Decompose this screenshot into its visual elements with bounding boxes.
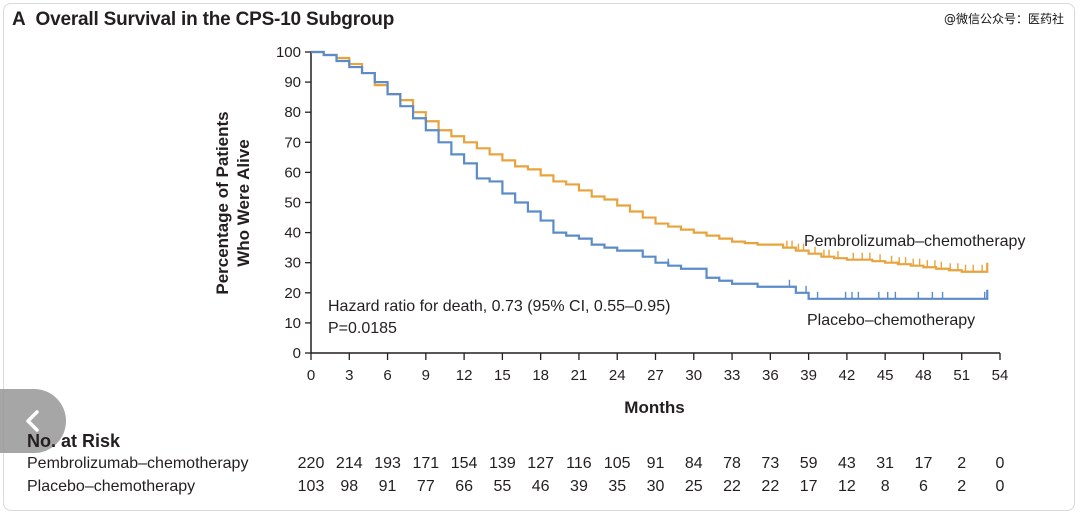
x-tick-label: 39 xyxy=(800,367,817,384)
x-tick-label: 54 xyxy=(992,367,1009,384)
risk-value: 8 xyxy=(880,478,890,495)
risk-value: 98 xyxy=(340,478,359,495)
risk-value: 77 xyxy=(416,478,435,495)
y-axis-title-line: Who Were Alive xyxy=(234,139,253,267)
risk-value: 22 xyxy=(723,478,741,495)
survival-curves xyxy=(311,50,989,300)
x-tick-label: 0 xyxy=(307,367,315,384)
risk-value: 154 xyxy=(450,455,478,472)
y-tick-label: 90 xyxy=(284,74,301,91)
risk-value: 39 xyxy=(570,478,588,495)
series-placebo xyxy=(311,50,989,300)
y-tick-label: 80 xyxy=(284,104,301,121)
panel-title-text: Overall Survival in the CPS-10 Subgroup xyxy=(35,9,395,30)
risk-value: 22 xyxy=(761,478,780,495)
risk-row-label: Pembrolizumab–chemotherapy xyxy=(27,455,249,472)
y-tick-label: 0 xyxy=(293,345,301,362)
risk-value: 139 xyxy=(489,455,516,472)
risk-value: 46 xyxy=(531,478,550,495)
x-tick-label: 15 xyxy=(494,367,511,384)
watermark: @微信公众号：医药社 xyxy=(943,12,1064,26)
series-label-placebo: Placebo–chemotherapy xyxy=(807,312,975,329)
back-button[interactable] xyxy=(0,389,66,453)
y-tick-label: 30 xyxy=(284,255,301,272)
x-axis-title: Months xyxy=(624,398,684,417)
risk-value: 220 xyxy=(297,455,325,472)
y-tick-label: 10 xyxy=(284,315,301,332)
y-axis-title: Percentage of Patients Who Were Alive xyxy=(213,111,253,294)
x-tick-label: 24 xyxy=(609,367,626,384)
x-tick-label: 27 xyxy=(647,367,664,384)
risk-value: 59 xyxy=(799,455,818,472)
risk-value: 2 xyxy=(957,455,967,472)
risk-value: 214 xyxy=(335,455,363,472)
y-axis-title-line: Percentage of Patients xyxy=(213,111,232,294)
risk-value: 73 xyxy=(761,455,780,472)
x-tick-label: 9 xyxy=(422,367,430,384)
survival-curve-line xyxy=(311,50,989,300)
series-label-pembrolizumab: Pembrolizumab–chemotherapy xyxy=(804,233,1025,250)
risk-value: 30 xyxy=(646,478,665,495)
risk-table-heading: No. at Risk xyxy=(27,431,121,451)
x-tick-label: 18 xyxy=(532,367,549,384)
risk-value: 0 xyxy=(995,478,1005,495)
risk-value: 66 xyxy=(455,478,474,495)
risk-value: 12 xyxy=(837,478,856,495)
risk-value: 35 xyxy=(608,478,627,495)
risk-value: 0 xyxy=(995,455,1005,472)
x-tick-label: 30 xyxy=(685,367,702,384)
x-tick-label: 6 xyxy=(383,367,391,384)
x-tick-label: 3 xyxy=(345,367,353,384)
risk-value: 55 xyxy=(493,478,512,495)
y-tick-label: 40 xyxy=(284,225,301,242)
risk-value: 17 xyxy=(799,478,818,495)
x-tick-label: 45 xyxy=(877,367,894,384)
risk-value: 78 xyxy=(723,455,741,472)
series-pembrolizumab xyxy=(311,50,989,273)
risk-value: 103 xyxy=(297,478,325,495)
y-tick-label: 70 xyxy=(284,134,301,151)
chart-labels: Pembrolizumab–chemotherapy Placebo–chemot… xyxy=(328,233,1025,337)
risk-value: 17 xyxy=(914,455,933,472)
figure-frame xyxy=(3,3,1075,511)
panel-letter: A xyxy=(12,9,26,30)
risk-value: 2 xyxy=(957,478,967,495)
y-tick-label: 50 xyxy=(284,195,301,212)
risk-value: 6 xyxy=(918,478,928,495)
x-tick-label: 36 xyxy=(762,367,779,384)
panel-title: A Overall Survival in the CPS-10 Subgroup xyxy=(12,9,394,31)
risk-value: 84 xyxy=(684,455,703,472)
x-tick-label: 42 xyxy=(839,367,856,384)
risk-value: 105 xyxy=(603,455,631,472)
risk-value: 91 xyxy=(378,478,397,495)
risk-value: 171 xyxy=(412,455,440,472)
risk-value: 116 xyxy=(566,455,592,472)
x-tick-label: 48 xyxy=(915,367,932,384)
x-tick-label: 21 xyxy=(571,367,588,384)
y-tick-label: 20 xyxy=(284,285,301,302)
x-tick-label: 33 xyxy=(724,367,741,384)
hazard-ratio-text: Hazard ratio for death, 0.73 (95% CI, 0.… xyxy=(328,298,670,315)
x-tick-label: 51 xyxy=(953,367,970,384)
risk-row-label: Placebo–chemotherapy xyxy=(27,478,196,495)
risk-value: 91 xyxy=(646,455,665,472)
risk-value: 127 xyxy=(527,455,555,472)
y-tick-label: 100 xyxy=(276,44,301,61)
chevron-left-icon xyxy=(26,410,39,432)
risk-value: 193 xyxy=(374,455,401,472)
risk-value: 31 xyxy=(876,455,895,472)
risk-value: 25 xyxy=(684,478,703,495)
p-value-text: P=0.0185 xyxy=(328,320,397,337)
x-tick-label: 12 xyxy=(456,367,473,384)
survival-curve-line xyxy=(311,50,989,273)
y-tick-label: 60 xyxy=(284,164,301,181)
risk-value: 43 xyxy=(837,455,856,472)
